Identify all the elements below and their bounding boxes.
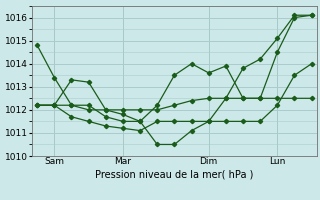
X-axis label: Pression niveau de la mer( hPa ): Pression niveau de la mer( hPa ) <box>95 169 253 179</box>
